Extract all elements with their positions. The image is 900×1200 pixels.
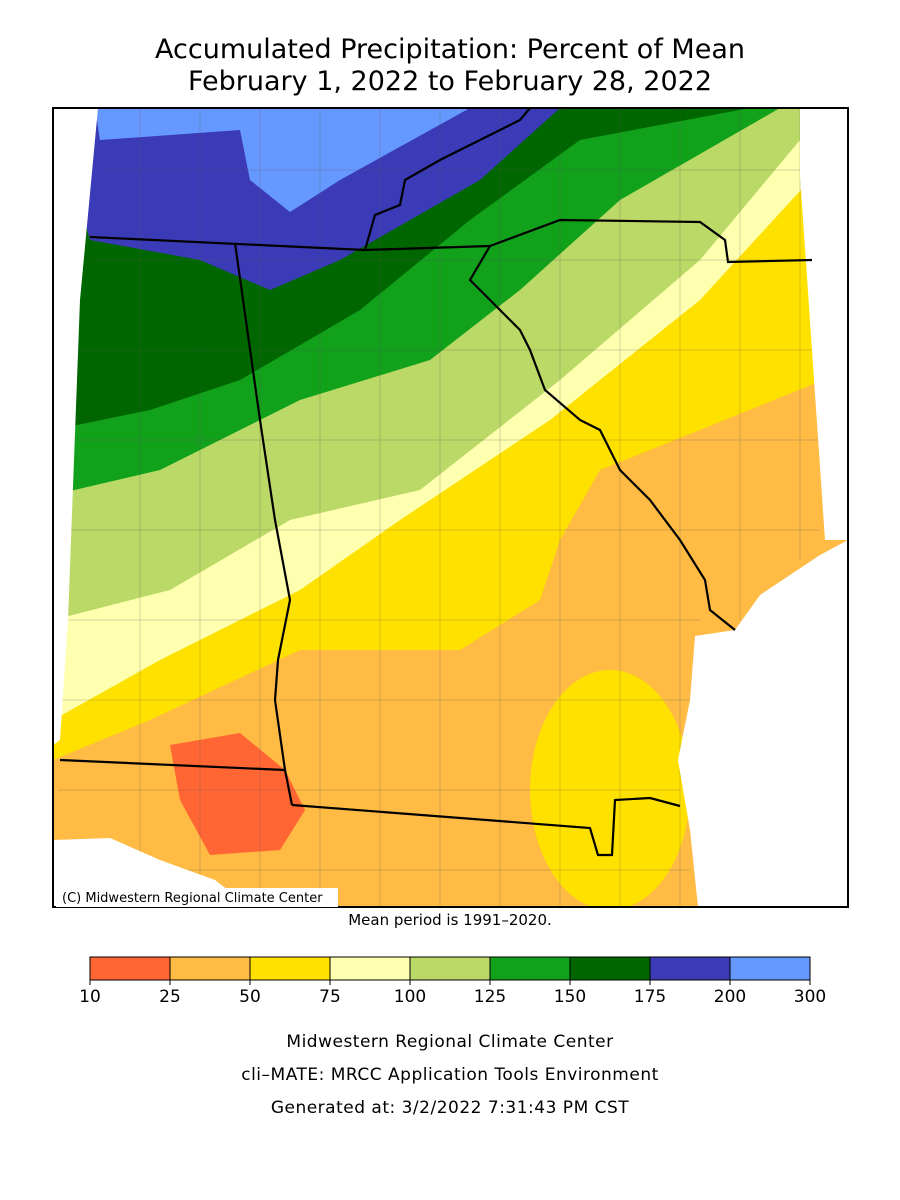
legend-label: 50 xyxy=(239,987,261,1007)
state-border xyxy=(59,758,681,857)
legend-swatch xyxy=(729,956,811,981)
footer-line: Generated at: 3/2/2022 7:31:43 PM CST xyxy=(271,1098,629,1118)
copyright-box xyxy=(56,888,338,907)
footer-line: Midwestern Regional Climate Center xyxy=(286,1032,613,1052)
outside xyxy=(800,108,848,540)
title-line: February 1, 2022 to February 28, 2022 xyxy=(188,66,712,97)
legend-label: 175 xyxy=(634,987,666,1007)
band-200-300 xyxy=(95,108,470,212)
outside xyxy=(53,108,98,745)
state-border xyxy=(89,108,531,252)
legend-label: 125 xyxy=(474,987,506,1007)
legend-label: 150 xyxy=(554,987,586,1007)
legend-swatch xyxy=(569,956,651,981)
legend-label: 25 xyxy=(159,987,181,1007)
legend-label: 10 xyxy=(79,987,101,1007)
legend-swatch xyxy=(329,956,411,981)
legend-label: 300 xyxy=(794,987,826,1007)
county-lines xyxy=(55,108,820,907)
note: Mean period is 1991–2020. xyxy=(348,911,552,929)
legend-swatch xyxy=(649,956,731,981)
legend-label: 75 xyxy=(319,987,341,1007)
legend-swatch xyxy=(89,956,171,981)
band-50-75 xyxy=(530,670,690,907)
legend: 10 25 50 75 100 125 150 175 200 300 xyxy=(79,956,826,1007)
footer-line: cli–MATE: MRCC Application Tools Environ… xyxy=(241,1065,659,1085)
legend-label: 200 xyxy=(714,987,746,1007)
legend-swatch xyxy=(409,956,491,981)
legend-swatch xyxy=(489,956,571,981)
legend-swatch xyxy=(249,956,331,981)
legend-swatch xyxy=(169,956,251,981)
map-frame xyxy=(52,107,849,908)
ocean xyxy=(678,540,848,907)
legend-label: 100 xyxy=(394,987,426,1007)
copyright: (C) Midwestern Regional Climate Center xyxy=(62,891,323,906)
state-border xyxy=(233,242,294,806)
state-border xyxy=(468,218,813,631)
map: (C) Midwestern Regional Climate Center xyxy=(52,107,849,908)
band-10-25 xyxy=(170,733,305,855)
title-line: Accumulated Precipitation: Percent of Me… xyxy=(155,34,745,65)
